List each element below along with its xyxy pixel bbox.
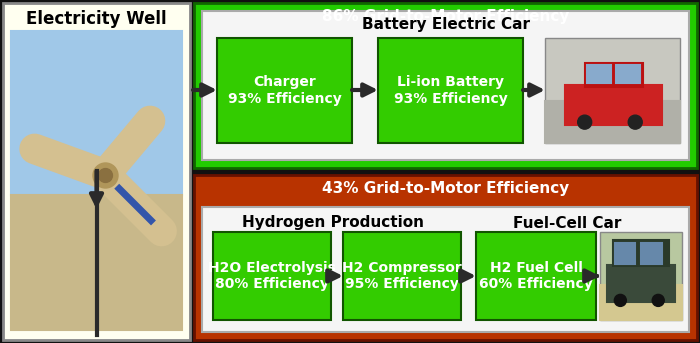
Text: 43% Grid-to-Motor Efficiency: 43% Grid-to-Motor Efficiency <box>322 181 569 197</box>
Text: H2O Electrolysis
80% Efficiency: H2O Electrolysis 80% Efficiency <box>208 261 336 291</box>
FancyBboxPatch shape <box>566 85 662 125</box>
FancyBboxPatch shape <box>194 175 697 340</box>
FancyBboxPatch shape <box>213 232 331 320</box>
FancyBboxPatch shape <box>545 101 680 143</box>
Text: H2 Compressor
95% Efficiency: H2 Compressor 95% Efficiency <box>342 261 462 291</box>
FancyBboxPatch shape <box>3 3 190 340</box>
FancyBboxPatch shape <box>11 196 182 330</box>
Text: Hydrogen Production: Hydrogen Production <box>242 215 424 230</box>
FancyBboxPatch shape <box>615 243 636 263</box>
Circle shape <box>628 115 642 129</box>
Text: Li-ion Battery
93% Efficiency: Li-ion Battery 93% Efficiency <box>393 75 508 106</box>
FancyBboxPatch shape <box>378 38 523 143</box>
FancyBboxPatch shape <box>587 65 611 83</box>
FancyBboxPatch shape <box>202 11 689 160</box>
FancyBboxPatch shape <box>613 239 668 266</box>
FancyBboxPatch shape <box>217 38 352 143</box>
FancyBboxPatch shape <box>343 232 461 320</box>
FancyBboxPatch shape <box>476 232 596 320</box>
Circle shape <box>652 294 664 306</box>
FancyBboxPatch shape <box>616 65 640 83</box>
FancyBboxPatch shape <box>545 38 680 143</box>
Circle shape <box>615 294 626 306</box>
Text: Battery Electric Car: Battery Electric Car <box>361 17 529 33</box>
Text: Electricity Well: Electricity Well <box>26 10 167 28</box>
Text: 86% Grid-to-Motor Efficiency: 86% Grid-to-Motor Efficiency <box>322 10 569 24</box>
FancyBboxPatch shape <box>600 232 682 320</box>
FancyBboxPatch shape <box>641 243 662 263</box>
FancyBboxPatch shape <box>202 207 689 332</box>
FancyBboxPatch shape <box>600 285 682 320</box>
FancyBboxPatch shape <box>584 63 643 87</box>
FancyBboxPatch shape <box>194 3 697 168</box>
FancyBboxPatch shape <box>607 265 676 303</box>
Circle shape <box>578 115 592 129</box>
Text: Fuel-Cell Car: Fuel-Cell Car <box>513 215 622 230</box>
FancyBboxPatch shape <box>11 31 182 196</box>
Text: H2 Fuel Cell
60% Efficiency: H2 Fuel Cell 60% Efficiency <box>479 261 593 291</box>
Text: Charger
93% Efficiency: Charger 93% Efficiency <box>228 75 342 106</box>
